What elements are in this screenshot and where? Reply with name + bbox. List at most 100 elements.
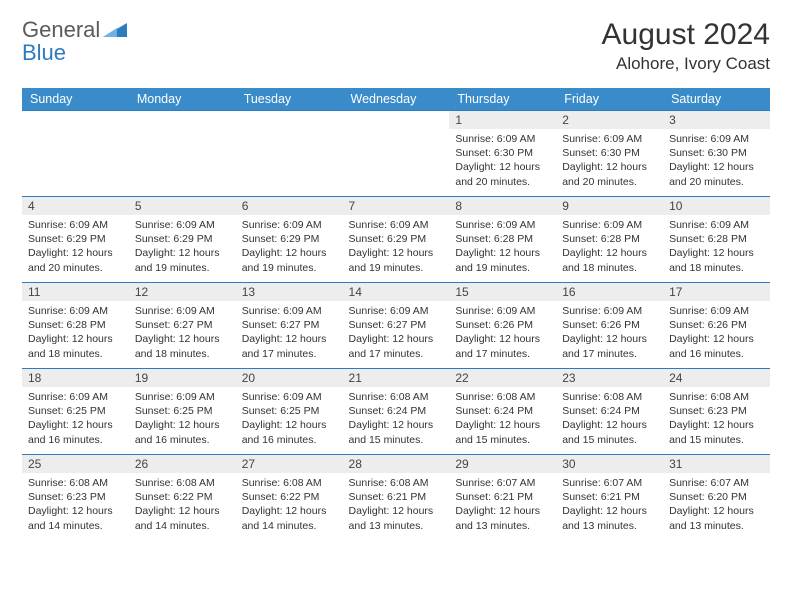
daylight-text: Daylight: 12 hours and 13 minutes. bbox=[669, 504, 764, 532]
sunset-text: Sunset: 6:29 PM bbox=[135, 232, 230, 246]
sunset-text: Sunset: 6:25 PM bbox=[242, 404, 337, 418]
brand-word-1: General bbox=[22, 17, 100, 42]
sunrise-text: Sunrise: 6:07 AM bbox=[455, 476, 550, 490]
day-number: 22 bbox=[449, 369, 556, 387]
day-details: Sunrise: 6:09 AMSunset: 6:25 PMDaylight:… bbox=[129, 387, 236, 451]
calendar-week-row: 25Sunrise: 6:08 AMSunset: 6:23 PMDayligh… bbox=[22, 455, 770, 541]
day-details: Sunrise: 6:09 AMSunset: 6:30 PMDaylight:… bbox=[663, 129, 770, 193]
daylight-text: Daylight: 12 hours and 18 minutes. bbox=[669, 246, 764, 274]
sunset-text: Sunset: 6:24 PM bbox=[562, 404, 657, 418]
day-number: 14 bbox=[343, 283, 450, 301]
sunrise-text: Sunrise: 6:07 AM bbox=[562, 476, 657, 490]
sunset-text: Sunset: 6:28 PM bbox=[562, 232, 657, 246]
calendar-cell: 11Sunrise: 6:09 AMSunset: 6:28 PMDayligh… bbox=[22, 283, 129, 369]
calendar-header-row: Sunday Monday Tuesday Wednesday Thursday… bbox=[22, 88, 770, 111]
calendar-cell: 12Sunrise: 6:09 AMSunset: 6:27 PMDayligh… bbox=[129, 283, 236, 369]
day-number: 2 bbox=[556, 111, 663, 129]
day-number: 4 bbox=[22, 197, 129, 215]
calendar-cell: 23Sunrise: 6:08 AMSunset: 6:24 PMDayligh… bbox=[556, 369, 663, 455]
daylight-text: Daylight: 12 hours and 20 minutes. bbox=[455, 160, 550, 188]
sunset-text: Sunset: 6:30 PM bbox=[455, 146, 550, 160]
day-details: Sunrise: 6:08 AMSunset: 6:23 PMDaylight:… bbox=[22, 473, 129, 537]
day-details: Sunrise: 6:09 AMSunset: 6:26 PMDaylight:… bbox=[663, 301, 770, 365]
sunrise-text: Sunrise: 6:09 AM bbox=[242, 218, 337, 232]
day-details: Sunrise: 6:09 AMSunset: 6:29 PMDaylight:… bbox=[236, 215, 343, 279]
sunrise-text: Sunrise: 6:09 AM bbox=[135, 304, 230, 318]
day-details: Sunrise: 6:09 AMSunset: 6:28 PMDaylight:… bbox=[449, 215, 556, 279]
sunrise-text: Sunrise: 6:09 AM bbox=[562, 218, 657, 232]
sunset-text: Sunset: 6:21 PM bbox=[455, 490, 550, 504]
sunset-text: Sunset: 6:22 PM bbox=[135, 490, 230, 504]
daylight-text: Daylight: 12 hours and 15 minutes. bbox=[562, 418, 657, 446]
sunset-text: Sunset: 6:28 PM bbox=[455, 232, 550, 246]
sunrise-text: Sunrise: 6:09 AM bbox=[349, 218, 444, 232]
page-title: August 2024 bbox=[602, 18, 770, 52]
calendar-cell bbox=[22, 111, 129, 197]
sunrise-text: Sunrise: 6:08 AM bbox=[349, 390, 444, 404]
sunset-text: Sunset: 6:21 PM bbox=[349, 490, 444, 504]
calendar-cell: 21Sunrise: 6:08 AMSunset: 6:24 PMDayligh… bbox=[343, 369, 450, 455]
sunset-text: Sunset: 6:26 PM bbox=[562, 318, 657, 332]
day-details: Sunrise: 6:09 AMSunset: 6:26 PMDaylight:… bbox=[556, 301, 663, 365]
sunrise-text: Sunrise: 6:09 AM bbox=[135, 218, 230, 232]
calendar-cell: 5Sunrise: 6:09 AMSunset: 6:29 PMDaylight… bbox=[129, 197, 236, 283]
daylight-text: Daylight: 12 hours and 19 minutes. bbox=[455, 246, 550, 274]
sunrise-text: Sunrise: 6:09 AM bbox=[135, 390, 230, 404]
sunrise-text: Sunrise: 6:08 AM bbox=[562, 390, 657, 404]
day-number: 21 bbox=[343, 369, 450, 387]
calendar-cell: 14Sunrise: 6:09 AMSunset: 6:27 PMDayligh… bbox=[343, 283, 450, 369]
daylight-text: Daylight: 12 hours and 18 minutes. bbox=[28, 332, 123, 360]
calendar-cell: 24Sunrise: 6:08 AMSunset: 6:23 PMDayligh… bbox=[663, 369, 770, 455]
calendar-cell: 19Sunrise: 6:09 AMSunset: 6:25 PMDayligh… bbox=[129, 369, 236, 455]
day-number: 1 bbox=[449, 111, 556, 129]
day-number: 20 bbox=[236, 369, 343, 387]
day-details: Sunrise: 6:09 AMSunset: 6:30 PMDaylight:… bbox=[449, 129, 556, 193]
daylight-text: Daylight: 12 hours and 14 minutes. bbox=[135, 504, 230, 532]
calendar-cell: 9Sunrise: 6:09 AMSunset: 6:28 PMDaylight… bbox=[556, 197, 663, 283]
sunrise-text: Sunrise: 6:07 AM bbox=[669, 476, 764, 490]
calendar-cell: 28Sunrise: 6:08 AMSunset: 6:21 PMDayligh… bbox=[343, 455, 450, 541]
calendar-cell: 10Sunrise: 6:09 AMSunset: 6:28 PMDayligh… bbox=[663, 197, 770, 283]
title-block: August 2024 Alohore, Ivory Coast bbox=[602, 18, 770, 74]
day-number: 19 bbox=[129, 369, 236, 387]
col-sunday: Sunday bbox=[22, 88, 129, 111]
sunset-text: Sunset: 6:23 PM bbox=[669, 404, 764, 418]
day-number: 27 bbox=[236, 455, 343, 473]
day-number: 8 bbox=[449, 197, 556, 215]
day-number: 13 bbox=[236, 283, 343, 301]
sunrise-text: Sunrise: 6:09 AM bbox=[455, 218, 550, 232]
calendar-cell: 31Sunrise: 6:07 AMSunset: 6:20 PMDayligh… bbox=[663, 455, 770, 541]
sunrise-text: Sunrise: 6:08 AM bbox=[349, 476, 444, 490]
sunset-text: Sunset: 6:21 PM bbox=[562, 490, 657, 504]
sunset-text: Sunset: 6:27 PM bbox=[349, 318, 444, 332]
sunrise-text: Sunrise: 6:09 AM bbox=[562, 304, 657, 318]
day-details: Sunrise: 6:09 AMSunset: 6:28 PMDaylight:… bbox=[663, 215, 770, 279]
sunrise-text: Sunrise: 6:09 AM bbox=[28, 390, 123, 404]
calendar-cell: 27Sunrise: 6:08 AMSunset: 6:22 PMDayligh… bbox=[236, 455, 343, 541]
sunrise-text: Sunrise: 6:08 AM bbox=[28, 476, 123, 490]
calendar-cell: 6Sunrise: 6:09 AMSunset: 6:29 PMDaylight… bbox=[236, 197, 343, 283]
calendar-cell: 2Sunrise: 6:09 AMSunset: 6:30 PMDaylight… bbox=[556, 111, 663, 197]
page-subtitle: Alohore, Ivory Coast bbox=[602, 54, 770, 74]
day-number: 11 bbox=[22, 283, 129, 301]
day-number: 28 bbox=[343, 455, 450, 473]
sunset-text: Sunset: 6:22 PM bbox=[242, 490, 337, 504]
sunrise-text: Sunrise: 6:08 AM bbox=[669, 390, 764, 404]
day-details: Sunrise: 6:09 AMSunset: 6:27 PMDaylight:… bbox=[343, 301, 450, 365]
calendar-cell bbox=[343, 111, 450, 197]
sunset-text: Sunset: 6:29 PM bbox=[242, 232, 337, 246]
sunrise-text: Sunrise: 6:09 AM bbox=[562, 132, 657, 146]
col-thursday: Thursday bbox=[449, 88, 556, 111]
calendar-table: Sunday Monday Tuesday Wednesday Thursday… bbox=[22, 88, 770, 541]
day-number: 3 bbox=[663, 111, 770, 129]
day-details: Sunrise: 6:09 AMSunset: 6:28 PMDaylight:… bbox=[556, 215, 663, 279]
sunset-text: Sunset: 6:25 PM bbox=[28, 404, 123, 418]
calendar-cell: 8Sunrise: 6:09 AMSunset: 6:28 PMDaylight… bbox=[449, 197, 556, 283]
sunset-text: Sunset: 6:30 PM bbox=[562, 146, 657, 160]
day-details: Sunrise: 6:08 AMSunset: 6:21 PMDaylight:… bbox=[343, 473, 450, 537]
col-wednesday: Wednesday bbox=[343, 88, 450, 111]
daylight-text: Daylight: 12 hours and 16 minutes. bbox=[242, 418, 337, 446]
day-details: Sunrise: 6:09 AMSunset: 6:27 PMDaylight:… bbox=[236, 301, 343, 365]
sunset-text: Sunset: 6:29 PM bbox=[349, 232, 444, 246]
day-number: 30 bbox=[556, 455, 663, 473]
